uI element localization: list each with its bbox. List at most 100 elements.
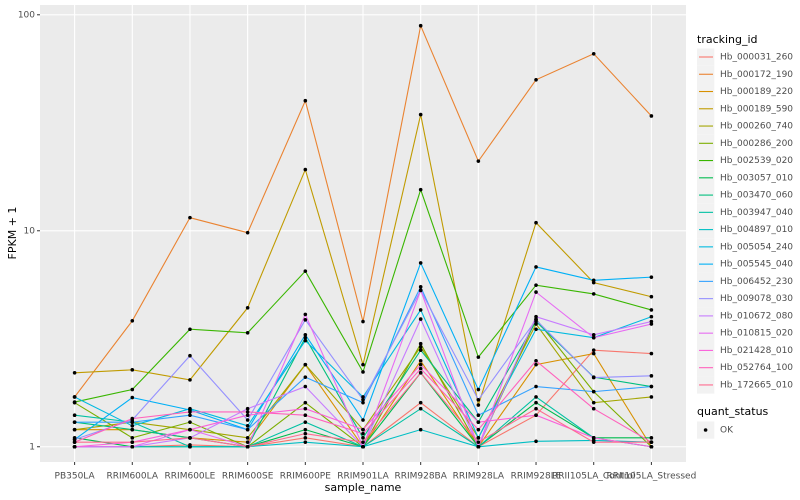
data-point bbox=[303, 406, 308, 411]
data-point bbox=[245, 330, 250, 335]
legend-label: Hb_005054_240 bbox=[720, 242, 793, 252]
data-point bbox=[361, 400, 365, 405]
data-point bbox=[303, 431, 308, 436]
data-point bbox=[245, 444, 250, 449]
data-point bbox=[303, 375, 308, 379]
data-point bbox=[649, 444, 654, 449]
data-point bbox=[303, 413, 308, 417]
data-point bbox=[72, 444, 77, 449]
data-point bbox=[130, 444, 135, 449]
data-point bbox=[303, 318, 308, 322]
x-tick-label: RRII105LA_Control bbox=[552, 472, 635, 482]
data-point bbox=[361, 418, 365, 422]
data-point bbox=[303, 335, 308, 340]
legend-label: Hb_000189_220 bbox=[720, 87, 793, 97]
data-point bbox=[245, 305, 250, 310]
data-point bbox=[418, 187, 423, 192]
data-point bbox=[418, 427, 423, 432]
data-point bbox=[361, 362, 365, 367]
data-point bbox=[649, 436, 654, 440]
data-point bbox=[649, 374, 654, 378]
legend-label: Hb_000031_260 bbox=[720, 53, 793, 63]
legend-label: Hb_003947_040 bbox=[720, 208, 793, 218]
data-point bbox=[361, 427, 365, 432]
legend-swatch bbox=[703, 428, 708, 432]
data-point bbox=[130, 395, 135, 400]
data-point bbox=[188, 378, 192, 382]
data-point bbox=[534, 413, 538, 417]
data-point bbox=[361, 395, 365, 399]
data-point bbox=[188, 353, 192, 358]
data-point bbox=[591, 332, 596, 337]
data-point bbox=[534, 327, 538, 332]
data-point bbox=[130, 368, 135, 372]
x-tick-label: RRIM901LA bbox=[337, 472, 389, 482]
data-point bbox=[534, 283, 538, 287]
data-point bbox=[591, 348, 596, 352]
data-point bbox=[303, 420, 308, 424]
data-point bbox=[476, 444, 481, 449]
data-point bbox=[188, 427, 192, 432]
data-point bbox=[72, 427, 77, 432]
y-tick-label: 10 bbox=[24, 226, 36, 236]
data-point bbox=[649, 351, 654, 356]
data-point bbox=[303, 312, 308, 317]
data-point bbox=[72, 400, 77, 404]
legend-label: Hb_009078_030 bbox=[720, 294, 793, 304]
data-point bbox=[418, 370, 423, 375]
y-axis-label: FPKM + 1 bbox=[6, 207, 19, 260]
data-point bbox=[418, 366, 423, 371]
data-point bbox=[245, 418, 250, 422]
data-point bbox=[303, 436, 308, 440]
data-point bbox=[649, 322, 654, 326]
data-point bbox=[534, 314, 538, 319]
data-point bbox=[418, 400, 423, 405]
data-point bbox=[245, 424, 250, 428]
legend-label: Hb_006452_230 bbox=[720, 277, 793, 287]
x-tick-label: RRIM600SE bbox=[222, 472, 274, 482]
data-point bbox=[188, 413, 192, 417]
x-tick-label: PB350LA bbox=[55, 472, 96, 482]
data-point bbox=[130, 424, 135, 428]
legend-label: Hb_000189_590 bbox=[720, 104, 793, 114]
data-point bbox=[361, 431, 365, 436]
data-point bbox=[188, 444, 192, 449]
legend-label: Hb_000286_200 bbox=[720, 139, 793, 149]
data-point bbox=[534, 362, 538, 367]
data-point bbox=[245, 406, 250, 411]
data-point bbox=[72, 413, 77, 417]
data-point bbox=[534, 395, 538, 399]
x-tick-label: RRIM928LA bbox=[453, 472, 505, 482]
legend-title: tracking_id bbox=[697, 33, 758, 46]
data-point bbox=[534, 406, 538, 411]
data-point bbox=[591, 51, 596, 56]
data-point bbox=[591, 440, 596, 444]
legend-label: Hb_052764_100 bbox=[720, 363, 793, 373]
data-point bbox=[188, 436, 192, 440]
y-tick-label: 1 bbox=[29, 442, 35, 452]
data-point bbox=[418, 406, 423, 411]
legend-label: Hb_010815_020 bbox=[720, 329, 793, 339]
data-point bbox=[72, 370, 77, 375]
data-point bbox=[476, 420, 481, 424]
data-point bbox=[418, 348, 423, 352]
legend-label: Hb_005545_040 bbox=[720, 260, 793, 270]
data-point bbox=[245, 440, 250, 444]
data-point bbox=[476, 403, 481, 407]
data-point bbox=[130, 416, 135, 421]
data-point bbox=[649, 395, 654, 399]
data-point bbox=[418, 359, 423, 363]
data-point bbox=[591, 375, 596, 380]
data-point bbox=[591, 400, 596, 405]
data-point bbox=[361, 436, 365, 440]
data-point bbox=[418, 285, 423, 289]
data-point bbox=[245, 427, 250, 432]
data-point bbox=[534, 384, 538, 389]
data-point bbox=[476, 159, 481, 163]
data-point bbox=[188, 420, 192, 424]
data-point bbox=[361, 397, 365, 402]
data-point bbox=[303, 362, 308, 367]
data-point bbox=[303, 440, 308, 444]
data-point bbox=[476, 355, 481, 359]
legend-label: Hb_000172_190 bbox=[720, 70, 793, 80]
